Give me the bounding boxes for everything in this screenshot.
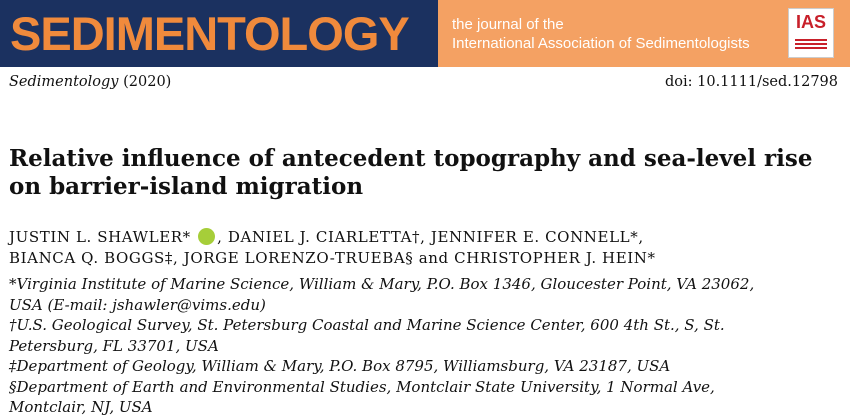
logo-text: IAS	[795, 12, 826, 32]
citation: Sedimentology (2020)	[9, 74, 171, 90]
logo-bars	[795, 39, 827, 51]
journal-name: SEDIMENTOLOGY	[10, 7, 410, 60]
author: CHRISTOPHER J. HEIN*	[454, 249, 656, 267]
journal-banner: SEDIMENTOLOGY the journal of the Interna…	[0, 0, 850, 67]
author: DANIEL J. CIARLETTA†	[227, 228, 421, 246]
author-line: JUSTIN L. SHAWLER* , DANIEL J. CIARLETTA…	[9, 228, 644, 246]
separator: ,	[638, 228, 644, 246]
affiliation: †U.S. Geological Survey, St. Petersburg …	[9, 316, 725, 355]
separator: ,	[420, 228, 426, 246]
author: BIANCA Q. BOGGS‡	[9, 249, 174, 267]
conjunction: and	[418, 249, 449, 267]
banner-left: SEDIMENTOLOGY	[0, 0, 438, 67]
tagline-line: International Association of Sedimentolo…	[452, 35, 750, 52]
tagline-line: the journal of the	[452, 16, 564, 33]
orcid-icon[interactable]	[198, 228, 216, 245]
author: JENNIFER E. CONNELL*	[430, 228, 639, 246]
journal: Sedimentology	[9, 74, 119, 90]
separator: ,	[173, 249, 179, 267]
affiliations: *Virginia Institute of Marine Science, W…	[9, 274, 779, 418]
affiliation: ‡Department of Geology, William & Mary, …	[9, 357, 671, 375]
banner-right: the journal of the International Associa…	[438, 0, 850, 67]
separator: ,	[217, 228, 223, 246]
year: (2020)	[123, 74, 172, 90]
author: JUSTIN L. SHAWLER*	[9, 228, 191, 246]
doi: doi: 10.1111/sed.12798	[664, 74, 838, 90]
affiliation: §Department of Earth and Environmental S…	[9, 377, 715, 417]
affiliation: *Virginia Institute of Marine Science, W…	[9, 275, 755, 314]
author: JORGE LORENZO-TRUEBA§	[183, 249, 414, 267]
article-title: Relative influence of antecedent topogra…	[9, 145, 813, 200]
author-line: BIANCA Q. BOGGS‡, JORGE LORENZO-TRUEBA§ …	[9, 249, 656, 267]
tagline: the journal of the International Associa…	[452, 15, 750, 53]
society-logo: IAS	[788, 8, 834, 58]
